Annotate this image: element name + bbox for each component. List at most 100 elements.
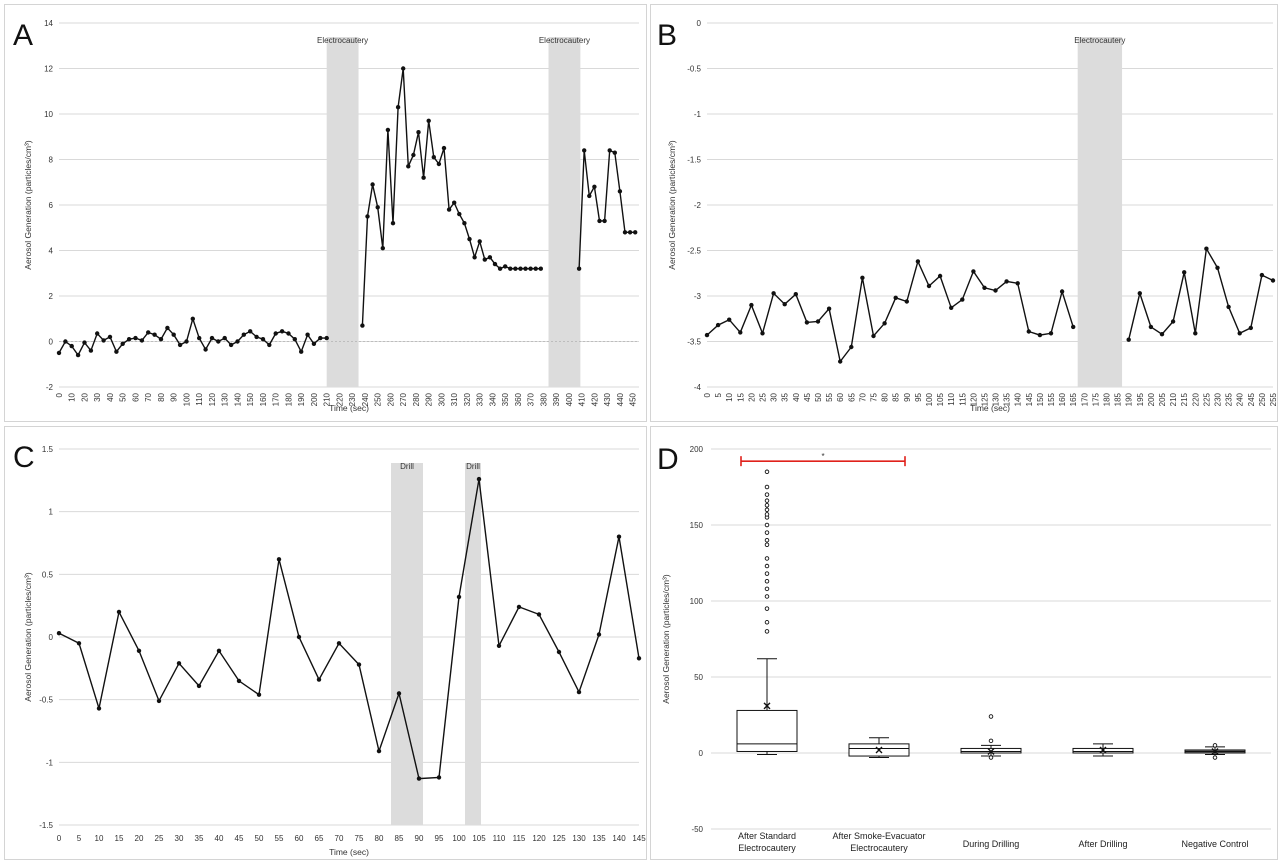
x-tick-label: 160 [1058, 392, 1067, 406]
x-tick-label: 80 [881, 392, 890, 401]
data-point [1193, 331, 1198, 336]
x-tick-label: 90 [903, 392, 912, 401]
data-point [1026, 329, 1031, 334]
x-tick-label: 85 [892, 392, 901, 401]
data-point [536, 612, 542, 617]
x-axis-title: Time (sec) [329, 847, 369, 857]
x-tick-label: 170 [1080, 392, 1089, 406]
data-point [815, 319, 821, 324]
y-tick-label: 1.5 [42, 445, 54, 454]
x-tick-label: 140 [233, 392, 242, 406]
y-tick-label: 14 [44, 19, 53, 28]
data-point [82, 340, 87, 345]
x-tick-label: 370 [527, 392, 536, 406]
y-tick-label: -0.5 [39, 696, 53, 705]
data-point [120, 341, 125, 346]
x-tick-label: 75 [355, 834, 364, 843]
x-tick-label: 100 [452, 834, 466, 843]
data-point [318, 335, 323, 341]
data-point [612, 150, 617, 155]
data-point [926, 283, 932, 289]
data-point [146, 330, 151, 335]
data-point [1059, 289, 1065, 294]
outlier-point [1212, 755, 1218, 760]
x-tick-label: 35 [781, 392, 790, 401]
data-point [292, 337, 297, 342]
x-tick-label: 60 [295, 834, 304, 843]
x-tick-label: 40 [215, 834, 224, 843]
x-tick-label: 0 [57, 834, 62, 843]
data-point [804, 320, 810, 325]
data-point [838, 359, 843, 364]
data-point [286, 331, 291, 336]
data-point [771, 291, 776, 296]
x-tick-label: 55 [825, 392, 834, 401]
x-tick-label: 130 [221, 392, 230, 406]
data-point [1148, 324, 1154, 330]
data-point [133, 335, 138, 341]
data-point [556, 649, 562, 655]
data-point [256, 692, 262, 697]
data-point [793, 292, 798, 297]
outlier-point [1212, 743, 1218, 748]
data-point [158, 337, 164, 342]
x-tick-label: 120 [532, 834, 546, 843]
data-point [69, 343, 74, 349]
x-tick-label: 200 [1147, 392, 1156, 406]
x-tick-label: 10 [95, 834, 104, 843]
data-point [365, 214, 370, 219]
x-tick-label: 5 [714, 392, 723, 397]
outlier-point [764, 512, 770, 517]
x-tick-label: 45 [803, 392, 812, 401]
chart-d: D -50 0 50 100 150 200 Aerosol Generation (part… [657, 443, 1271, 853]
outlier-point [988, 714, 994, 719]
data-point [273, 331, 278, 336]
data-point [849, 344, 854, 350]
x-tick-label: 20 [80, 392, 89, 401]
x-tick-label: 235 [1225, 392, 1234, 406]
data-point [1204, 246, 1209, 251]
data-point [1037, 332, 1043, 338]
data-point [1048, 331, 1054, 336]
data-point [152, 332, 157, 337]
data-point [107, 334, 113, 340]
series-line [58, 316, 327, 357]
data-point [496, 643, 502, 648]
y-tick-label: -1.5 [39, 821, 53, 830]
data-point [1071, 324, 1076, 330]
x-tick-label: 90 [170, 392, 179, 401]
data-point [826, 306, 832, 311]
x-tick-label: 185 [1114, 392, 1123, 406]
x-tick-label: 0 [55, 392, 64, 397]
data-point [184, 339, 189, 344]
data-point [482, 257, 487, 262]
data-point [436, 775, 442, 780]
x-tick-label: 20 [747, 392, 756, 401]
data-point [75, 352, 81, 358]
x-tick-label: 55 [275, 834, 284, 843]
data-point [248, 329, 253, 334]
mean-marker [1099, 746, 1107, 754]
category-label: After Smoke-Evacuator [832, 831, 925, 841]
x-tick-label: 105 [472, 834, 486, 843]
x-tick-label: 245 [1247, 392, 1256, 406]
data-point [56, 350, 62, 356]
category-label: Negative Control [1181, 839, 1248, 849]
y-tick-label: 1 [49, 508, 54, 517]
data-point [1248, 325, 1253, 331]
panel-d: D -50 0 50 100 150 200 Aerosol Generation (part… [650, 426, 1278, 860]
data-point [436, 161, 442, 167]
data-point [576, 266, 582, 271]
x-tick-label: 5 [77, 834, 82, 843]
shaded-band [465, 463, 481, 825]
data-point [426, 118, 431, 124]
y-tick-label: 0.5 [42, 570, 54, 579]
x-tick-label: 230 [348, 392, 357, 406]
x-tick-label: 280 [412, 392, 421, 406]
x-tick-label: 120 [969, 392, 978, 406]
x-tick-label: 125 [980, 392, 989, 406]
mean-marker [1211, 747, 1219, 755]
data-point [467, 236, 472, 242]
x-tick-label: 380 [539, 392, 548, 406]
